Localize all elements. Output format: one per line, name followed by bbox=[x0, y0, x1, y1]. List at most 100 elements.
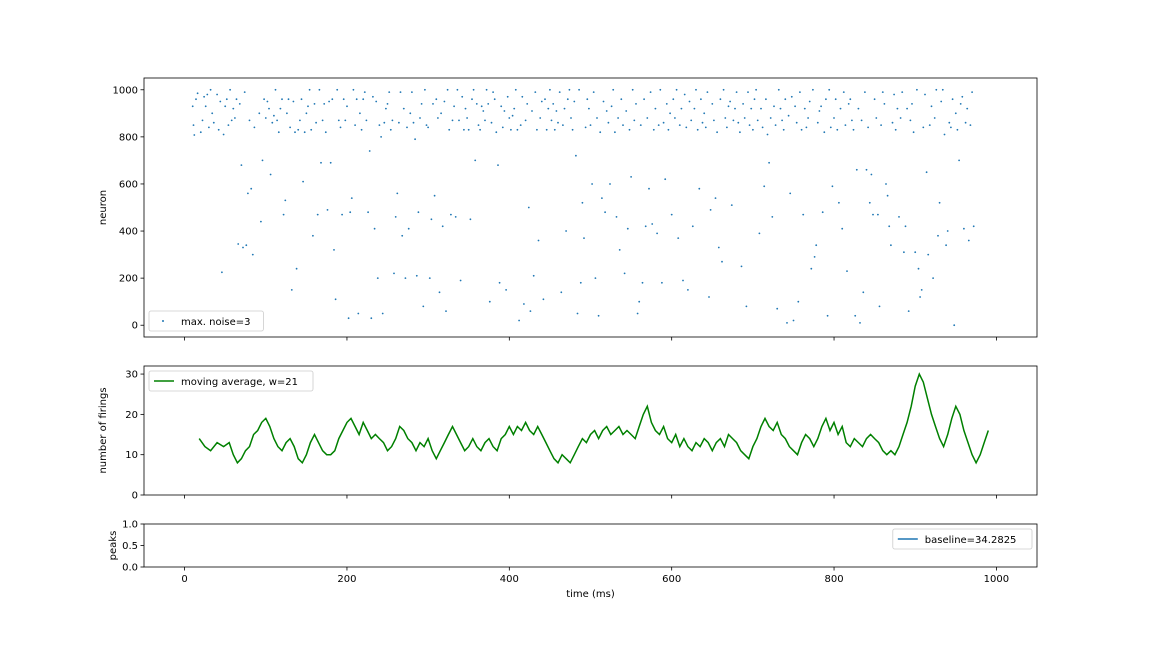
scatter-point bbox=[532, 274, 535, 277]
scatter-point bbox=[216, 93, 219, 96]
scatter-point bbox=[709, 209, 712, 211]
axes-frame bbox=[143, 365, 1038, 496]
scatter-point bbox=[432, 103, 434, 105]
scatter-point bbox=[469, 218, 472, 221]
scatter-point bbox=[482, 110, 485, 112]
scatter-point bbox=[675, 88, 678, 91]
scatter-point bbox=[547, 107, 550, 110]
scatter-point bbox=[477, 124, 480, 126]
scatter-point bbox=[877, 213, 879, 216]
scatter-point bbox=[389, 128, 392, 131]
scatter-point bbox=[263, 98, 265, 101]
scatter-point bbox=[407, 227, 410, 230]
scatter-point bbox=[639, 124, 642, 126]
scatter-point bbox=[250, 187, 253, 190]
scatter-point bbox=[657, 124, 660, 126]
scatter-point bbox=[303, 131, 306, 134]
scatter-point bbox=[534, 91, 537, 93]
scatter-point bbox=[959, 103, 962, 105]
scatter-point bbox=[670, 213, 673, 216]
scatter-point bbox=[305, 112, 308, 115]
scatter-point bbox=[328, 100, 330, 103]
scatter-point bbox=[602, 100, 605, 103]
scatter-point bbox=[588, 107, 590, 110]
scatter-point bbox=[752, 128, 754, 131]
legend-label: baseline=34.2825 bbox=[925, 535, 1017, 546]
scatter-point bbox=[516, 128, 519, 131]
scatter-point bbox=[365, 119, 368, 122]
scatter-point bbox=[529, 310, 532, 312]
x-tick-label: 1000 bbox=[984, 574, 1009, 585]
scatter-point bbox=[287, 98, 290, 101]
scatter-point bbox=[362, 98, 365, 101]
scatter-point bbox=[536, 128, 538, 131]
scatter-point bbox=[271, 121, 274, 124]
scatter-point bbox=[873, 98, 876, 101]
x-tick-label: 0 bbox=[181, 574, 187, 585]
y-axis-label: neuron bbox=[98, 190, 109, 225]
scatter-point bbox=[248, 119, 251, 122]
scatter-point bbox=[417, 211, 420, 214]
scatter-point bbox=[708, 296, 710, 298]
scatter-point bbox=[893, 93, 895, 96]
scatter-point bbox=[527, 206, 530, 209]
y-tick-label: 800 bbox=[119, 132, 138, 143]
scatter-point bbox=[898, 216, 900, 218]
scatter-point bbox=[208, 126, 210, 129]
y-tick-label: 30 bbox=[125, 370, 138, 381]
scatter-point bbox=[380, 136, 382, 138]
scatter-point bbox=[847, 103, 850, 105]
y-tick-label: 0 bbox=[132, 321, 138, 332]
scatter-point bbox=[954, 112, 957, 115]
scatter-point bbox=[471, 98, 473, 101]
scatter-point bbox=[601, 197, 603, 200]
scatter-point bbox=[864, 91, 866, 93]
scatter-point bbox=[721, 260, 723, 263]
firing-rate-line bbox=[198, 372, 990, 465]
scatter-point bbox=[797, 300, 800, 303]
scatter-point bbox=[618, 249, 621, 251]
scatter-point bbox=[928, 124, 931, 126]
scatter-point bbox=[654, 107, 657, 110]
legend: max. noise=3 bbox=[148, 310, 264, 332]
scatter-point bbox=[826, 314, 829, 317]
scatter-point bbox=[505, 289, 507, 291]
scatter-point bbox=[524, 119, 527, 122]
scatter-point bbox=[607, 121, 610, 124]
scatter-point bbox=[206, 93, 209, 96]
scatter-point bbox=[264, 117, 267, 119]
scatter-point bbox=[633, 119, 636, 122]
scatter-point bbox=[458, 119, 460, 122]
scatter-point bbox=[349, 211, 352, 214]
scatter-point bbox=[385, 107, 387, 110]
scatter-point bbox=[225, 98, 228, 101]
scatter-point bbox=[318, 88, 321, 91]
scatter-point bbox=[786, 322, 788, 324]
scatter-point bbox=[903, 251, 905, 254]
scatter-point bbox=[324, 131, 327, 134]
scatter-point bbox=[812, 88, 814, 91]
scatter-point bbox=[315, 121, 317, 124]
scatter-point bbox=[437, 117, 439, 119]
scatter-point bbox=[542, 298, 545, 301]
scatter-point bbox=[576, 312, 579, 315]
scatter-point bbox=[253, 126, 256, 129]
scatter-point bbox=[958, 159, 960, 162]
scatter-point bbox=[242, 246, 244, 249]
scatter-point bbox=[916, 88, 918, 91]
scatter-point bbox=[688, 100, 691, 103]
scatter-point bbox=[880, 124, 882, 126]
scatter-point bbox=[211, 112, 214, 115]
scatter-point bbox=[888, 225, 891, 228]
scatter-point bbox=[196, 92, 199, 95]
scatter-point bbox=[838, 201, 840, 204]
scatter-point bbox=[748, 124, 751, 126]
scatter-point bbox=[704, 126, 707, 129]
y-tick-label: 0 bbox=[132, 491, 138, 502]
scatter-point bbox=[281, 98, 283, 101]
scatter-point bbox=[562, 124, 564, 126]
scatter-point bbox=[243, 91, 246, 93]
scatter-point bbox=[344, 119, 347, 122]
scatter-point bbox=[295, 267, 298, 270]
